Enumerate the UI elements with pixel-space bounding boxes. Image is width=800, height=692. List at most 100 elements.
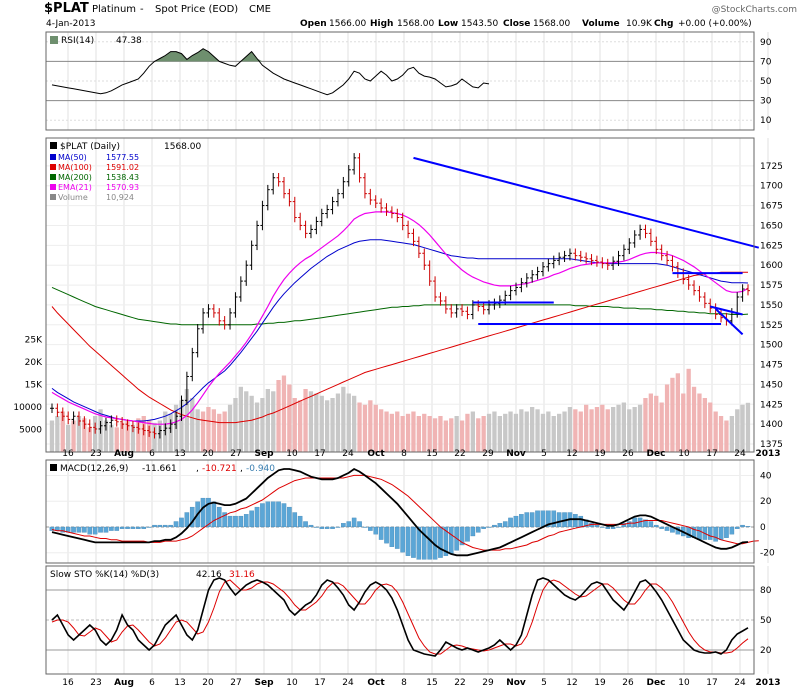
macd-histogram-bar	[287, 506, 292, 528]
macd-histogram-bar	[114, 526, 120, 531]
macd-histogram-bar	[168, 524, 173, 528]
volume-bar	[697, 393, 702, 452]
volume-bar	[93, 416, 98, 452]
macd-sep: ,	[240, 464, 243, 474]
x-tick-label-price: Nov	[506, 449, 526, 459]
volume-bar	[616, 404, 621, 453]
x-tick-label-price: 5	[541, 449, 547, 459]
volume-bar	[184, 389, 189, 452]
macd-histogram-bar	[546, 510, 551, 528]
macd-histogram-bar	[427, 526, 432, 560]
volume-bar	[325, 400, 330, 453]
high-label: High	[370, 19, 393, 29]
macd-histogram-bar	[60, 526, 66, 533]
macd-histogram-bar	[394, 526, 400, 549]
volume-bar	[503, 413, 508, 453]
macd-histogram-bar	[718, 526, 724, 540]
macd-histogram-bar	[411, 526, 416, 558]
volume-bar	[524, 411, 529, 452]
macd-histogram-bar	[357, 521, 362, 528]
x-tick-label-price: 13	[174, 449, 185, 459]
macd-histogram-bar	[643, 519, 648, 528]
macd-histogram-bar	[378, 526, 384, 540]
volume-bar	[130, 425, 136, 452]
volume-bar	[664, 384, 670, 452]
macd-histogram-bar	[508, 517, 513, 528]
macd-tick-label: 20	[760, 497, 772, 507]
macd-histogram-bar	[492, 524, 497, 528]
volume-value: 10.9K	[626, 19, 653, 29]
macd-histogram-bar	[82, 526, 87, 533]
volume-bar	[611, 407, 616, 452]
legend-value-ma50: 1577.55	[106, 153, 139, 162]
volume-bar	[308, 391, 314, 453]
x-tick-label: 15	[426, 678, 437, 688]
macd-histogram-bar	[470, 526, 476, 537]
price-tick-label: 1525	[760, 321, 783, 331]
volume-bar	[49, 420, 55, 452]
volume-bar	[454, 416, 459, 452]
legend-swatch-ema21	[50, 184, 56, 190]
volume-bar	[557, 413, 562, 453]
volume-bar	[362, 404, 368, 453]
volume-bar	[260, 398, 265, 452]
volume-bar	[459, 420, 465, 452]
macd-histogram-bar	[405, 526, 411, 556]
volume-bar	[497, 416, 502, 452]
price-legend-swatch	[50, 142, 57, 149]
volume-bar	[55, 416, 60, 452]
macd-histogram-bar	[292, 512, 298, 528]
volume-bar	[584, 404, 589, 453]
volume-bar	[314, 393, 319, 452]
x-tick-label-price: 8	[401, 449, 407, 459]
macd-histogram-bar	[351, 517, 357, 528]
macd-histogram-bar	[109, 526, 114, 531]
macd-histogram-bar	[103, 526, 109, 533]
macd-histogram-bar	[610, 526, 616, 529]
volume-bar	[600, 404, 605, 453]
macd-histogram-bar	[459, 526, 465, 546]
macd-histogram-bar	[626, 521, 632, 528]
volume-bar	[627, 409, 632, 453]
volume-bar	[422, 413, 427, 453]
volume-bar	[530, 407, 535, 452]
volume-bar	[60, 411, 65, 452]
volume-bar	[87, 427, 92, 453]
macd-histogram-bar	[519, 514, 524, 528]
macd-histogram-bar	[734, 526, 740, 529]
macd-histogram-bar	[540, 510, 546, 528]
price-tick-label: 1375	[760, 440, 783, 450]
price-tick-label: 1500	[760, 341, 783, 351]
macd-histogram-bar	[265, 501, 271, 528]
low-value: 1543.50	[461, 19, 498, 29]
macd-histogram-bar	[653, 524, 659, 528]
x-tick-label-price: 10	[286, 449, 298, 459]
x-tick-label: 27	[230, 678, 241, 688]
title-separator: -	[140, 4, 144, 15]
macd-histogram-bar	[319, 526, 325, 529]
price-description: Spot Price (EOD)	[155, 4, 238, 15]
macd-histogram-bar	[87, 526, 93, 535]
volume-bar	[335, 393, 341, 452]
macd-histogram-bar	[594, 524, 600, 528]
volume-bar	[465, 413, 470, 453]
volume-bar	[632, 407, 637, 452]
volume-bar	[281, 375, 287, 452]
sto-tick-label: 20	[760, 646, 772, 656]
x-tick-label-price: 15	[426, 449, 437, 459]
macd-histogram-bar	[529, 512, 535, 528]
x-tick-label-price: 24	[342, 449, 354, 459]
volume-bar	[546, 411, 551, 452]
x-tick-label: Oct	[367, 678, 385, 688]
sto-k-value: 42.16	[196, 570, 222, 580]
volume-bar	[136, 418, 141, 453]
macd-histogram-bar	[621, 523, 627, 528]
volume-bar	[66, 425, 71, 452]
open-value: 1566.00	[329, 19, 366, 29]
legend-swatch-ma50	[50, 154, 56, 160]
x-tick-label-price: 27	[230, 449, 241, 459]
volume-bar	[416, 416, 421, 452]
macd-histogram-bar	[141, 526, 147, 529]
legend-value-ma200: 1538.43	[106, 173, 139, 182]
close-value: 1568.00	[533, 19, 570, 29]
